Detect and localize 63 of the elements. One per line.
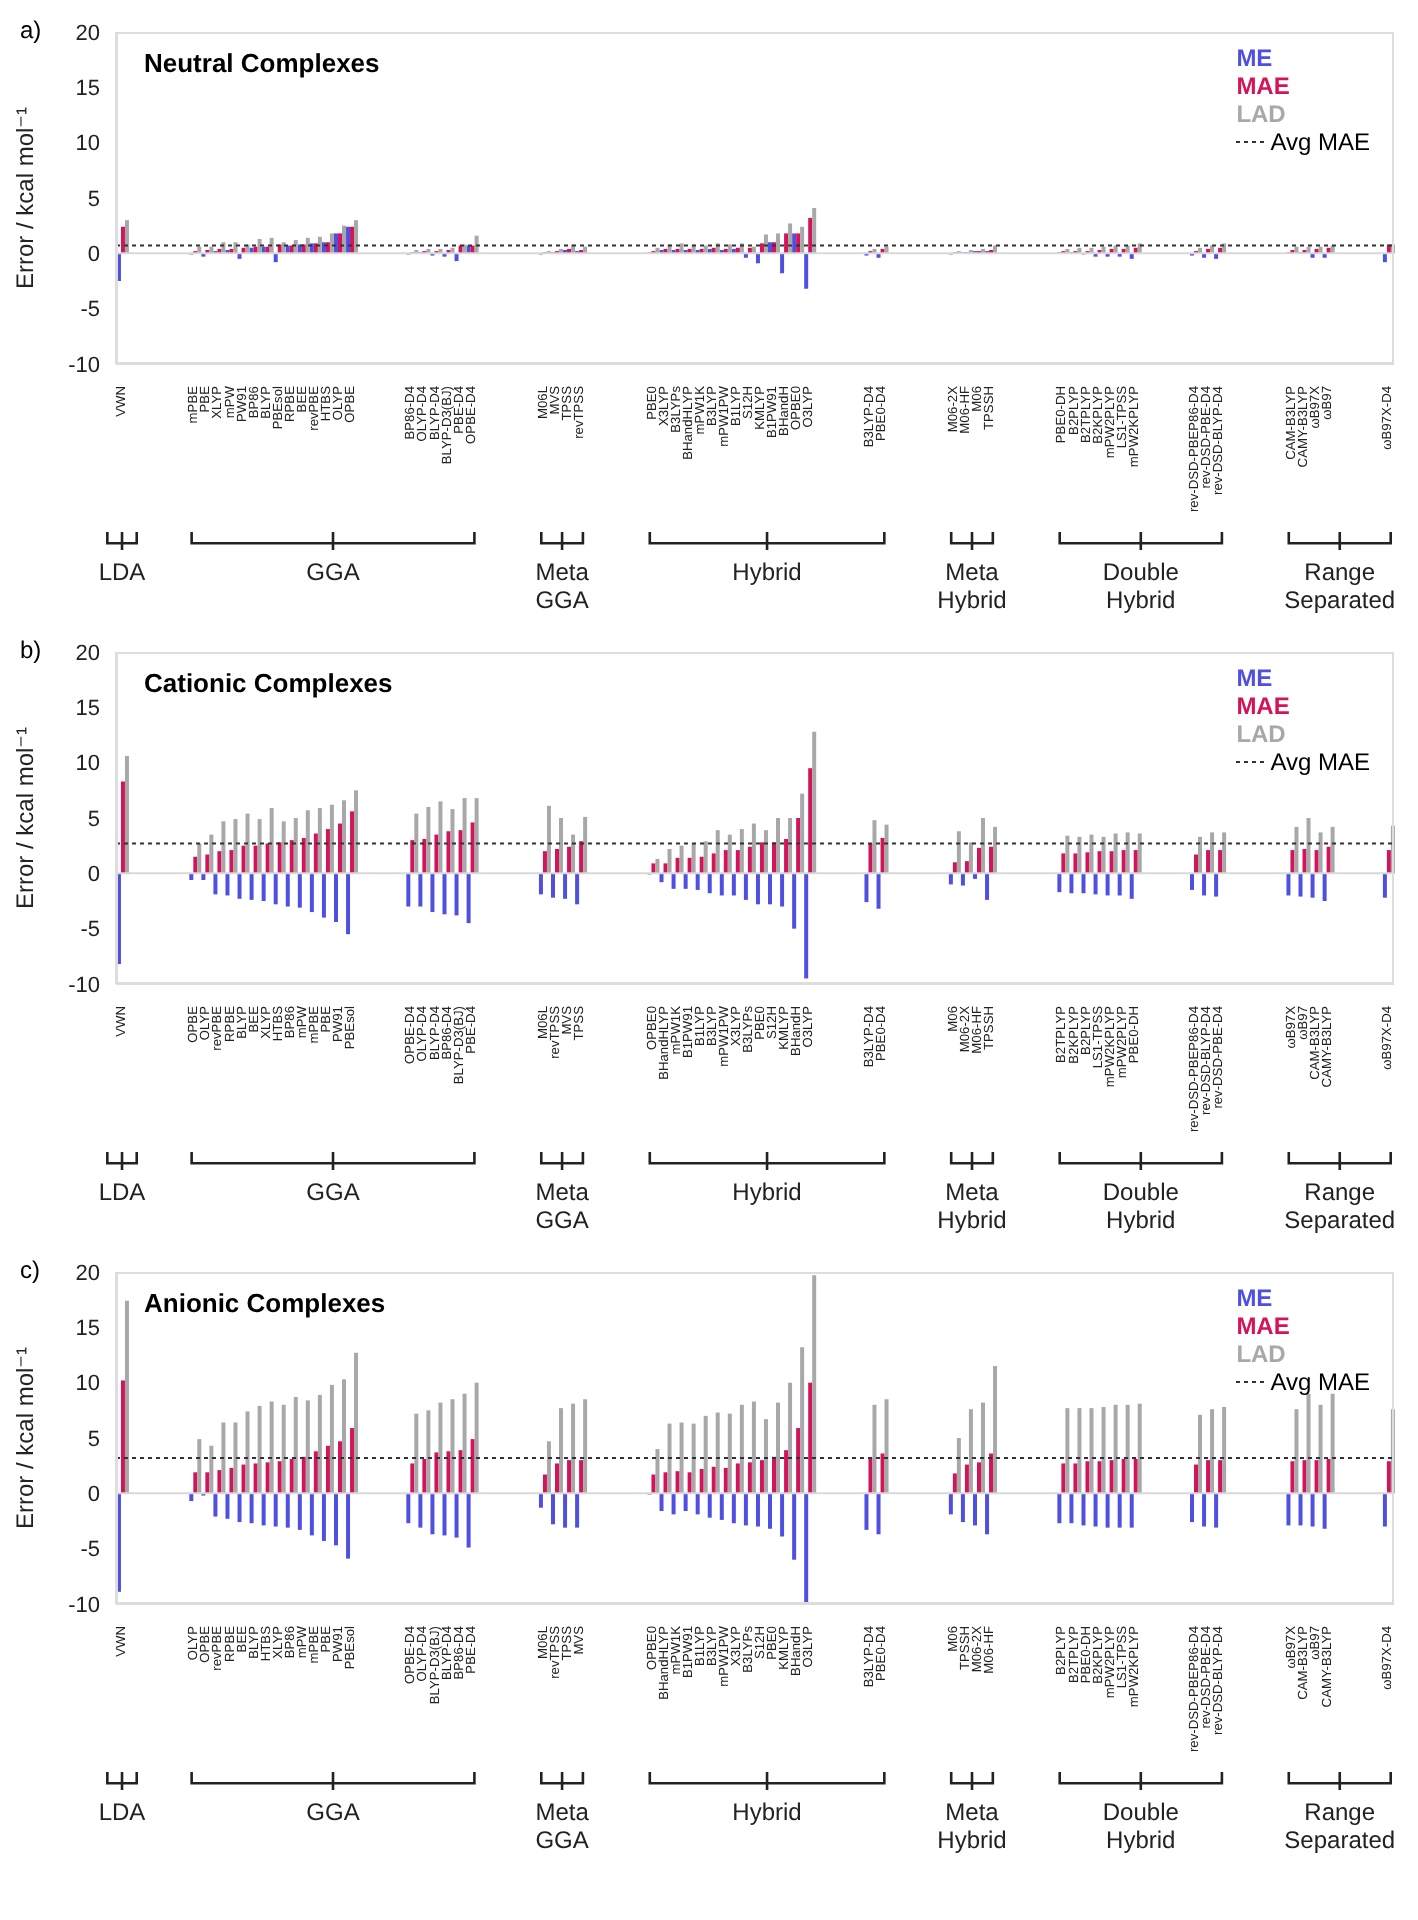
y-tick-label: 0 [87,243,100,268]
legend-label: Avg MAE [1270,1368,1370,1396]
text: Neutral Complexes [144,48,380,78]
y-tick-label: 15 [75,1317,100,1342]
text: Meta Hybrid [937,1178,1007,1234]
text: MAE [1236,1312,1292,1340]
y-axis-title: Error / kcal mol⁻¹ [10,106,39,290]
text: Meta Hybrid [937,558,1007,614]
text: Range Separated [1284,558,1396,614]
text: Meta Hybrid [937,1798,1007,1854]
text: Range Separated [1284,1798,1396,1854]
text: GGA [306,1178,360,1206]
text: Hybrid [732,1178,802,1206]
text: MAE [1236,72,1292,100]
y-tick-label: 0 [87,863,100,888]
text: LDA [98,558,146,586]
y-tick-label: -10 [68,973,100,998]
text: LDA [98,1798,146,1826]
text: b) [20,636,42,664]
text: Anionic Complexes [144,1288,386,1318]
y-tick-label: 15 [75,77,100,102]
text: GGA [306,1798,360,1826]
legend-label: Avg MAE [1270,128,1370,156]
y-axis-title: Error / kcal mol⁻¹ [10,1346,39,1530]
y-tick-label: 10 [75,132,100,157]
y-tick-label: -10 [68,353,100,378]
y-tick-label: -5 [80,918,100,943]
text: a) [20,16,42,44]
y-axis-title: Error / kcal mol⁻¹ [10,726,39,910]
text: Hybrid [732,558,802,586]
text: Meta GGA [535,1798,590,1854]
text: Range Separated [1284,1178,1396,1234]
y-tick-label: -10 [68,1593,100,1618]
y-tick-label: 15 [75,697,100,722]
y-tick-label: 5 [87,187,100,212]
series-label: LAD [1236,1340,1288,1368]
text: Double Hybrid [1102,558,1180,614]
text: LAD [1236,100,1288,128]
y-tick-label: -5 [80,298,100,323]
text: LDA [98,1178,146,1206]
text: Double Hybrid [1102,1178,1180,1234]
text: LAD [1236,720,1288,748]
y-tick-label: 20 [75,641,100,666]
y-tick-label: 5 [87,1427,100,1452]
text: Meta GGA [535,1178,590,1234]
y-tick-label: 20 [75,21,100,46]
legend-label: Avg MAE [1270,748,1370,776]
text: ME [1236,664,1275,692]
y-tick-label: 0 [87,1483,100,1508]
text: ME [1236,1284,1275,1312]
text: GGA [306,558,360,586]
y-tick-label: 10 [75,752,100,777]
text: c) [20,1256,40,1284]
y-tick-label: 20 [75,1261,100,1286]
text: Double Hybrid [1102,1798,1180,1854]
y-tick-label: -5 [80,1538,100,1563]
text: MAE [1236,692,1292,720]
text: Cationic Complexes [144,668,393,698]
text: ME [1236,44,1275,72]
text: Hybrid [732,1798,802,1826]
y-tick-label: 5 [87,807,100,832]
y-tick-label: 10 [75,1372,100,1397]
text: Meta GGA [535,558,590,614]
